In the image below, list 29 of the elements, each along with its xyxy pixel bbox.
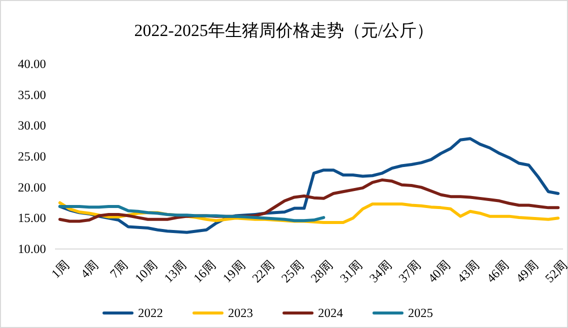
x-tick-label: 16周 — [190, 257, 219, 286]
x-tick-label: 4周 — [78, 257, 102, 281]
chart-title: 2022-2025年生猪周价格走势（元/公斤） — [134, 21, 434, 40]
y-tick-label: 15.00 — [18, 211, 46, 226]
legend-label: 2022 — [138, 306, 163, 320]
y-tick-label: 30.00 — [18, 118, 46, 133]
legend-label: 2025 — [408, 306, 433, 320]
x-tick-label: 34周 — [366, 257, 395, 286]
x-tick-label: 19周 — [220, 257, 248, 286]
x-tick-label: 7周 — [107, 257, 131, 281]
x-tick-label: 22周 — [249, 257, 278, 286]
y-tick-label: 25.00 — [18, 150, 46, 164]
legend-label: 2024 — [318, 306, 344, 320]
x-tick-label: 49周 — [513, 257, 542, 286]
x-tick-label: 13周 — [162, 257, 190, 286]
x-tick-label: 43周 — [454, 257, 483, 286]
x-tick-label: 37周 — [396, 257, 424, 286]
x-tick-label: 10周 — [132, 257, 160, 286]
x-tick-label: 46周 — [484, 257, 512, 286]
x-tick-label: 1周 — [48, 257, 72, 281]
y-tick-label: 40.00 — [18, 57, 46, 71]
y-tick-label: 10.00 — [18, 242, 46, 256]
legend-label: 2023 — [228, 306, 253, 320]
x-tick-label: 31周 — [337, 257, 366, 286]
y-tick-label: 35.00 — [18, 88, 46, 102]
x-tick-label: 25周 — [278, 257, 307, 286]
x-tick-label: 28周 — [308, 257, 336, 286]
x-tick-label: 40周 — [425, 257, 454, 286]
y-tick-label: 20.00 — [18, 180, 46, 194]
